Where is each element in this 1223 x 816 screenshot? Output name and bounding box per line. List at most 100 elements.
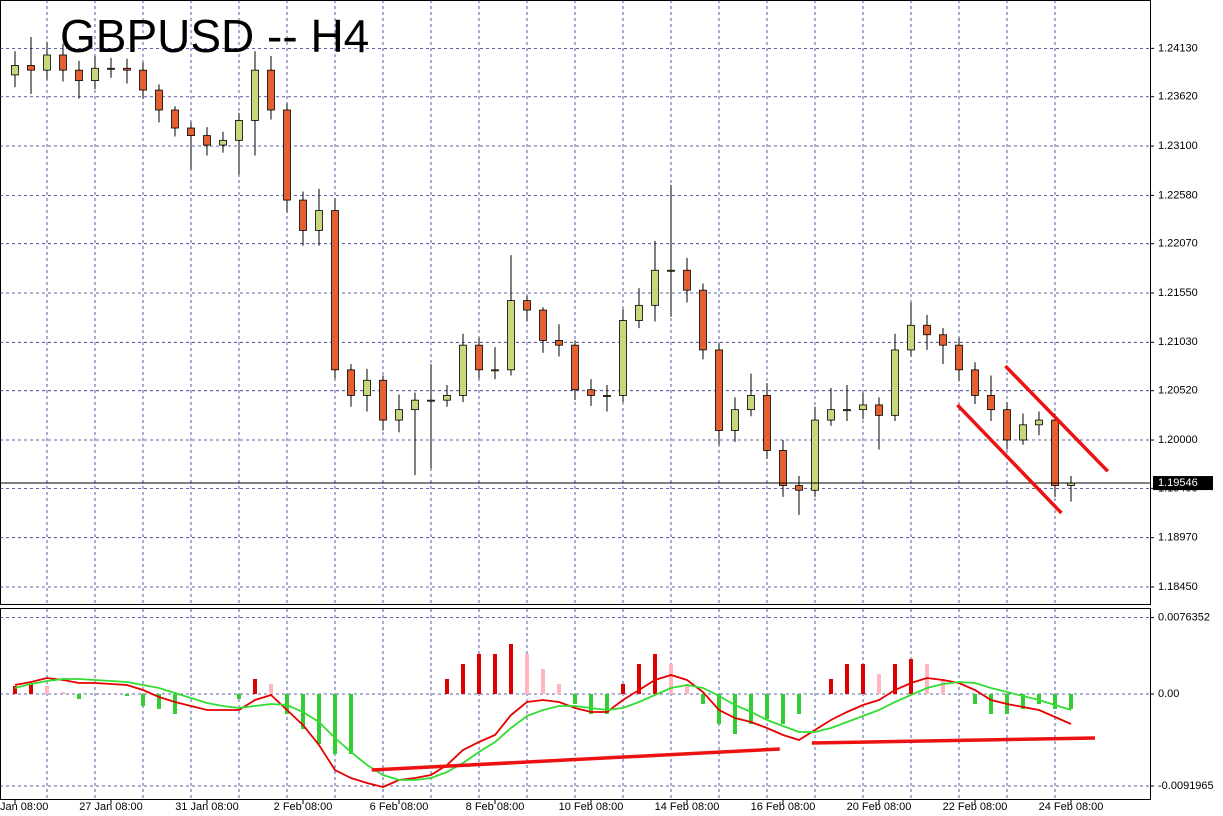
- candle-body: [635, 304, 643, 321]
- candle-body: [107, 67, 115, 70]
- candle-body: [475, 344, 483, 371]
- candle-body: [811, 419, 819, 491]
- y-tick-label: 1.22580: [1158, 189, 1198, 201]
- histogram-bar: [637, 664, 641, 694]
- histogram-bar: [861, 664, 865, 694]
- candle-body: [299, 199, 307, 231]
- histogram-bar: [653, 654, 657, 694]
- candle-body: [235, 120, 243, 141]
- histogram-bar: [925, 664, 929, 694]
- candle-body: [987, 395, 995, 411]
- histogram-bar: [173, 694, 177, 714]
- candle-body: [1035, 419, 1043, 426]
- candle-body: [187, 127, 195, 137]
- candle-body: [171, 109, 179, 129]
- candle-body: [27, 65, 35, 71]
- y-tick-label: 1.18970: [1158, 532, 1198, 544]
- candle-body: [891, 349, 899, 416]
- candle-body: [859, 404, 867, 411]
- histogram-bar: [845, 664, 849, 694]
- candle-body: [123, 67, 131, 71]
- candle-body: [507, 300, 515, 371]
- candle-body: [939, 334, 947, 346]
- current-price-box: [1153, 476, 1213, 491]
- price-panel-border: [0, 0, 1151, 605]
- candle-body: [971, 369, 979, 396]
- histogram-bar: [589, 694, 593, 714]
- histogram-bar: [973, 694, 977, 704]
- y-tick-label: 1.18450: [1158, 581, 1198, 593]
- histogram-bar: [621, 684, 625, 694]
- candle-body: [75, 69, 83, 82]
- histogram-bar: [125, 694, 129, 696]
- histogram-bar: [141, 694, 145, 706]
- candle-body: [699, 289, 707, 351]
- y-tick-label: -0.0091965: [1158, 780, 1214, 792]
- x-tick-label: 31 Jan 08:00: [175, 801, 239, 813]
- macd-panel-border: [0, 608, 1151, 800]
- candle-body: [155, 89, 163, 111]
- y-tick-label: 1.20000: [1158, 434, 1198, 446]
- candle-body: [683, 269, 691, 291]
- histogram-bar: [1037, 694, 1041, 704]
- histogram-bar: [1053, 694, 1057, 709]
- candle-body: [651, 269, 659, 306]
- y-tick-label: 0.00: [1158, 688, 1179, 700]
- histogram-bar: [45, 686, 49, 694]
- histogram-bar: [701, 694, 705, 704]
- candle-body: [1019, 424, 1027, 441]
- x-tick-label: 16 Feb 08:00: [751, 801, 816, 813]
- histogram-bar: [461, 664, 465, 694]
- candle-body: [747, 395, 755, 411]
- candle-body: [411, 399, 419, 411]
- histogram-bar: [333, 694, 337, 754]
- candle-body: [923, 324, 931, 336]
- histogram-bar: [509, 644, 513, 694]
- candle-body: [363, 379, 371, 396]
- histogram-bar: [493, 654, 497, 694]
- histogram-bar: [765, 694, 769, 719]
- candle-body: [267, 69, 275, 111]
- x-tick-label: 8 Feb 08:00: [466, 801, 525, 813]
- candle-body: [1003, 409, 1011, 441]
- candle-body: [11, 65, 19, 76]
- candle-body: [539, 309, 547, 341]
- y-tick-label: 1.20520: [1158, 385, 1198, 397]
- histogram-bar: [749, 694, 753, 724]
- y-tick-label: 1.24130: [1158, 42, 1198, 54]
- candle-body: [379, 379, 387, 421]
- histogram-bar: [605, 694, 609, 714]
- y-tick-label: 1.23620: [1158, 91, 1198, 103]
- y-tick-label: 0.0076352: [1158, 612, 1210, 624]
- y-tick-label: 1.21030: [1158, 336, 1198, 348]
- candle-body: [443, 395, 451, 401]
- candle-body: [907, 324, 915, 351]
- histogram-bar: [797, 694, 801, 714]
- candle-body: [875, 404, 883, 416]
- candle-body: [763, 395, 771, 451]
- histogram-bar: [269, 684, 273, 694]
- histogram-bar: [829, 679, 833, 694]
- histogram-bar: [525, 654, 529, 694]
- histogram-bar: [781, 694, 785, 724]
- x-tick-label: 14 Feb 08:00: [655, 801, 720, 813]
- histogram-bar: [573, 694, 577, 704]
- candle-body: [59, 54, 67, 71]
- histogram-bar: [541, 669, 545, 694]
- histogram-bar: [669, 664, 673, 694]
- histogram-bar: [1021, 694, 1025, 709]
- histogram-bar: [157, 694, 161, 709]
- candle-body: [731, 409, 739, 431]
- histogram-bar: [941, 679, 945, 694]
- candle-body: [395, 409, 403, 421]
- histogram-bar: [317, 694, 321, 744]
- candle-body: [587, 389, 595, 396]
- trendline: [811, 736, 1096, 745]
- histogram-bar: [557, 684, 561, 694]
- macd-line: [14, 674, 1072, 788]
- candle-body: [139, 69, 147, 91]
- x-tick-label: 2 Feb 08:00: [274, 801, 333, 813]
- macd-line: [14, 678, 1072, 781]
- candle-body: [523, 300, 531, 311]
- candle-body: [955, 344, 963, 371]
